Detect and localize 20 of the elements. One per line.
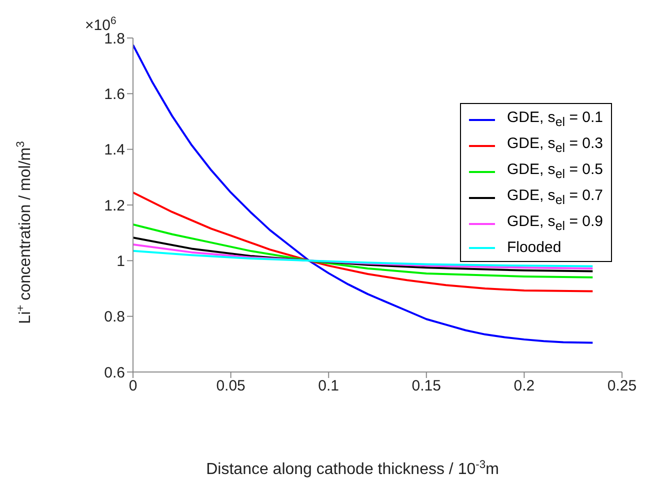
x-tick-label: 0 xyxy=(128,378,138,395)
legend-label: GDE, s$_{el}$ = 0.7 xyxy=(506,186,603,209)
y-tick-label: 1.4 xyxy=(104,142,125,159)
legend-label: GDE, s$_{el}$ = 0.5 xyxy=(506,160,603,183)
x-axis-title: Distance along cathode thickness / 10$^{-3}$m xyxy=(206,459,499,478)
x-tick-label: 0.1 xyxy=(318,378,340,395)
y-tick-label: 1.2 xyxy=(104,197,125,214)
legend-label: GDE, s$_{el}$ = 0.3 xyxy=(506,134,603,157)
y-tick-label: 0.8 xyxy=(104,308,125,326)
y-tick-label: 0.6 xyxy=(104,364,125,382)
y-tick-label: 1.6 xyxy=(104,86,125,103)
legend-label: GDE, s$_{el}$ = 0.9 xyxy=(506,212,603,235)
y-tick-label: 1 xyxy=(116,252,125,270)
legend-label: GDE, s$_{el}$ = 0.1 xyxy=(506,108,603,131)
x-tick-label: 0.2 xyxy=(514,378,535,395)
x-tick-label: 0.05 xyxy=(216,378,246,395)
line-series xyxy=(133,236,594,272)
x-tick-label: 0.15 xyxy=(412,378,441,395)
x-tick-label: 0.25 xyxy=(607,378,637,395)
legend-label: Flooded xyxy=(506,238,562,258)
